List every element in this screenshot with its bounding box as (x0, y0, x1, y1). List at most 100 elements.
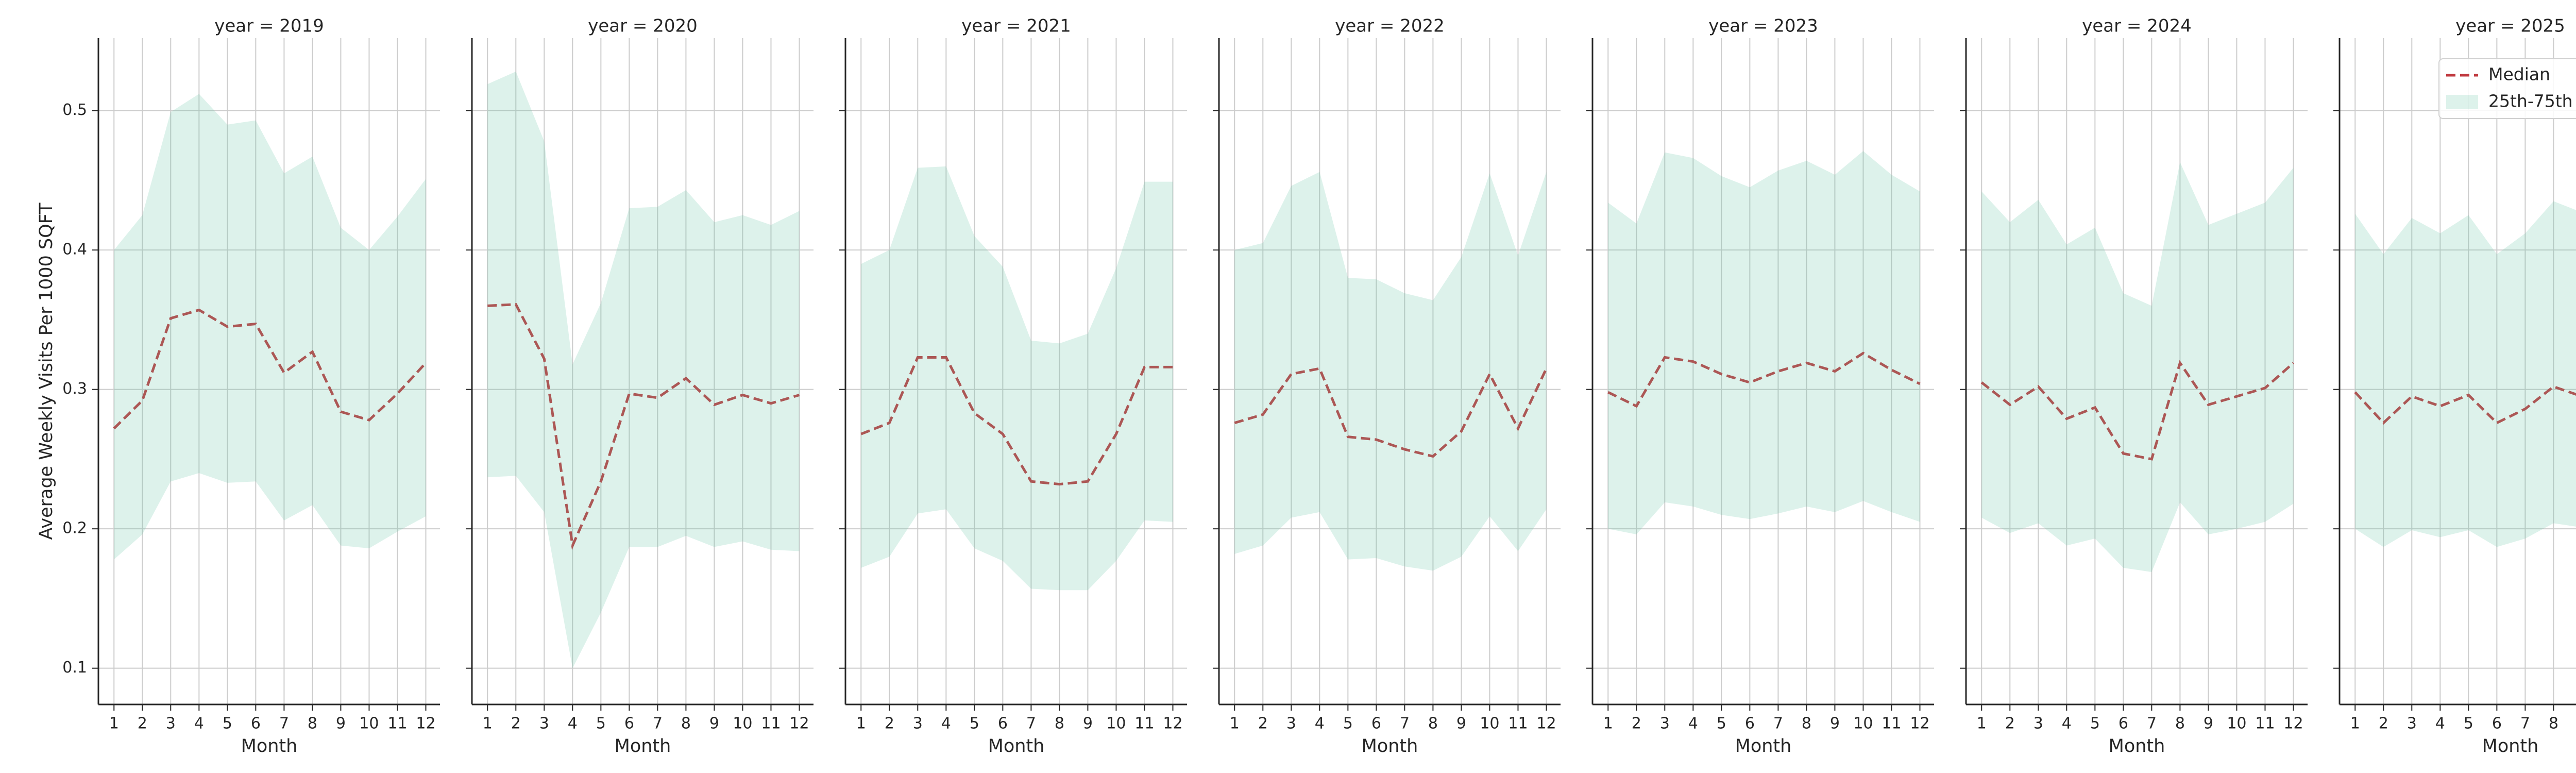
x-tick-label: 7 (1400, 715, 1410, 733)
x-tick-label: 10 (733, 715, 752, 733)
x-tick-label: 2 (2005, 715, 2015, 733)
x-tick-label: 7 (2147, 715, 2157, 733)
x-tick-label: 5 (596, 715, 606, 733)
facet-title: year = 2025 (2455, 16, 2565, 37)
x-tick-label: 5 (2090, 715, 2100, 733)
y-tick-label: 0.2 (62, 519, 87, 537)
x-tick-label: 11 (387, 715, 407, 733)
legend-label: 25th-75th Percentile (2488, 91, 2576, 111)
median-line (1607, 351, 1921, 408)
x-tick-label: 1 (1603, 715, 1613, 733)
x-tick-label: 2 (138, 715, 147, 733)
percentile-band (861, 166, 1173, 591)
percentile-band (1234, 172, 1547, 571)
y-tick-label: 0.1 (62, 659, 87, 677)
x-axis-label: Month (241, 736, 298, 757)
x-tick-label: 2 (885, 715, 894, 733)
x-tick-label: 4 (2435, 715, 2445, 733)
x-axis-label: Month (1735, 736, 1792, 757)
x-tick-label: 2 (2379, 715, 2388, 733)
x-tick-label: 9 (1830, 715, 1840, 733)
x-tick-label: 1 (856, 715, 866, 733)
x-tick-label: 12 (1536, 715, 1556, 733)
y-tick-label: 0.5 (62, 101, 87, 119)
median-line (1234, 367, 1548, 458)
x-tick-label: 8 (681, 715, 691, 733)
y-tick-label: 0.4 (62, 241, 87, 259)
x-axis-label: Month (2482, 736, 2539, 757)
x-axis-label: Month (988, 736, 1045, 757)
y-tick-label: 0.3 (62, 380, 87, 398)
x-tick-label: 7 (1026, 715, 1036, 733)
x-tick-label: 6 (2119, 715, 2128, 733)
x-tick-label: 2 (1258, 715, 1268, 733)
x-tick-label: 12 (789, 715, 809, 733)
x-tick-label: 7 (653, 715, 663, 733)
median-line (113, 308, 427, 430)
median-line (487, 303, 800, 550)
x-tick-label: 2 (511, 715, 521, 733)
x-tick-label: 3 (913, 715, 923, 733)
x-tick-label: 9 (1083, 715, 1093, 733)
x-tick-label: 9 (2204, 715, 2213, 733)
x-tick-label: 6 (251, 715, 261, 733)
legend-swatch (2446, 95, 2478, 109)
x-tick-label: 10 (1853, 715, 1873, 733)
percentile-band (114, 94, 426, 560)
x-tick-label: 1 (109, 715, 119, 733)
x-tick-label: 6 (998, 715, 1008, 733)
x-tick-label: 1 (2350, 715, 2360, 733)
x-tick-label: 4 (1688, 715, 1698, 733)
facet-title: year = 2021 (961, 16, 1071, 37)
x-tick-label: 4 (941, 715, 951, 733)
facet-title: year = 2019 (214, 16, 324, 37)
x-tick-label: 9 (709, 715, 719, 733)
x-tick-label: 3 (166, 715, 176, 733)
x-tick-label: 1 (1230, 715, 1240, 733)
x-tick-label: 5 (1343, 715, 1353, 733)
x-tick-label: 9 (1456, 715, 1466, 733)
percentile-band (2355, 201, 2576, 547)
x-tick-label: 12 (1910, 715, 1929, 733)
x-tick-label: 12 (416, 715, 435, 733)
x-tick-label: 5 (2464, 715, 2473, 733)
x-tick-label: 10 (1106, 715, 1126, 733)
x-tick-label: 4 (194, 715, 204, 733)
x-tick-label: 4 (1315, 715, 1325, 733)
facet-title: year = 2022 (1335, 16, 1444, 37)
facet-title: year = 2023 (1708, 16, 1818, 37)
x-tick-label: 10 (1480, 715, 1499, 733)
x-axis-label: Month (1362, 736, 1418, 757)
percentile-band (1981, 162, 2294, 573)
percentile-band (1608, 151, 1920, 534)
x-tick-label: 9 (336, 715, 346, 733)
x-tick-label: 3 (539, 715, 549, 733)
x-tick-label: 1 (483, 715, 493, 733)
x-tick-label: 8 (1802, 715, 1811, 733)
x-tick-label: 6 (1371, 715, 1381, 733)
y-axis-label: Average Weekly Visits Per 1000 SQFT (36, 203, 57, 540)
x-tick-label: 12 (1163, 715, 1182, 733)
median-line (860, 356, 1173, 486)
x-tick-label: 3 (2033, 715, 2043, 733)
x-tick-label: 11 (1882, 715, 1901, 733)
x-tick-label: 4 (2062, 715, 2072, 733)
x-tick-label: 8 (1428, 715, 1438, 733)
x-tick-label: 11 (2255, 715, 2275, 733)
legend-box (2438, 58, 2576, 119)
median-line (1980, 360, 2295, 461)
x-tick-label: 11 (1134, 715, 1154, 733)
x-axis-label: Month (615, 736, 671, 757)
x-tick-label: 4 (568, 715, 578, 733)
x-tick-label: 8 (1055, 715, 1064, 733)
percentile-band (487, 71, 800, 668)
